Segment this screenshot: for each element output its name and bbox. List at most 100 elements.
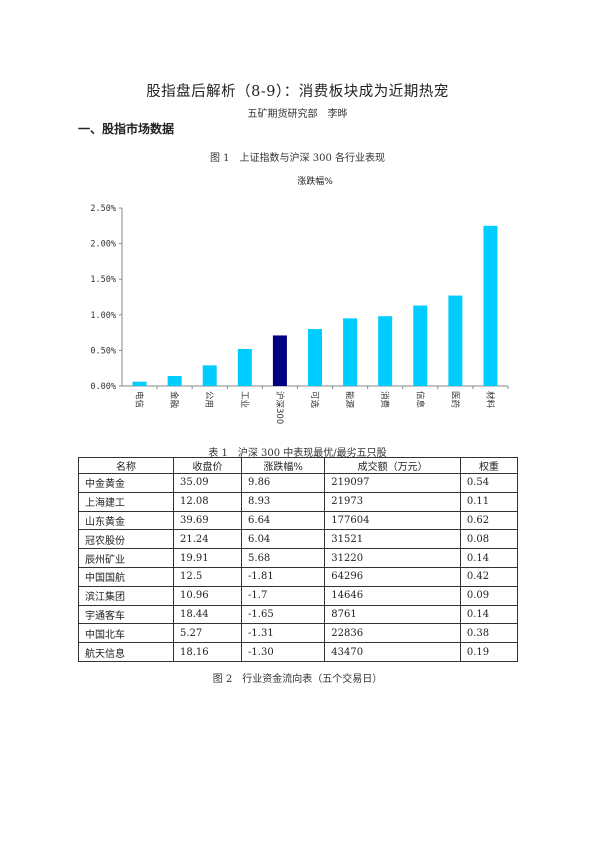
weight-cell: 0.62 bbox=[459, 510, 519, 531]
close-price-cell: 12.5 bbox=[172, 566, 243, 587]
x-tick-label: 电信 bbox=[134, 391, 145, 409]
weight-cell: 0.42 bbox=[459, 566, 519, 587]
change-pct-cell: -1.81 bbox=[241, 566, 326, 587]
y-tick-label: 2.50% bbox=[90, 204, 116, 214]
turnover-cell: 219097 bbox=[324, 473, 461, 493]
turnover-cell: 8761 bbox=[324, 604, 461, 625]
turnover-cell: 43470 bbox=[324, 642, 461, 662]
close-price-cell: 18.16 bbox=[172, 642, 243, 662]
change-pct-cell: 6.64 bbox=[241, 510, 326, 531]
y-tick-label: 0.50% bbox=[90, 346, 116, 356]
header-change: 涨跌幅% bbox=[241, 457, 326, 474]
table-row: 冠农股份 21.24 6.04 31521 0.08 bbox=[78, 529, 519, 550]
top-bottom-stocks-table: 名称 收盘价 涨跌幅% 成交额（万元） 权重 中金黄金 35.09 9.86 2190… bbox=[78, 457, 519, 662]
close-price-cell: 21.24 bbox=[172, 529, 243, 550]
change-pct-cell: -1.65 bbox=[241, 604, 326, 625]
x-tick-label: 信息 bbox=[414, 391, 425, 409]
stock-name-cell: 上海建工 bbox=[78, 491, 174, 512]
header-name: 名称 bbox=[78, 457, 174, 474]
x-tick-label: 金融 bbox=[169, 391, 180, 409]
weight-cell: 0.38 bbox=[459, 623, 519, 644]
change-pct-cell: -1.31 bbox=[241, 623, 326, 644]
stock-name-cell: 中国国航 bbox=[78, 566, 174, 587]
table-row: 中国北车 5.27 -1.31 22836 0.38 bbox=[78, 623, 519, 644]
close-price-cell: 12.08 bbox=[172, 491, 243, 512]
table1-caption: 表 1 沪深 300 中表现最优/最劣五只股 bbox=[208, 448, 387, 459]
turnover-cell: 31220 bbox=[324, 548, 461, 568]
x-tick-label: 可选 bbox=[309, 391, 320, 409]
x-tick-label: 工业 bbox=[239, 391, 250, 408]
x-tick-label: 公用 bbox=[204, 391, 214, 408]
table-row: 宇通客车 18.44 -1.65 8761 0.14 bbox=[78, 604, 519, 625]
x-tick-label: 医药 bbox=[449, 391, 460, 408]
close-price-cell: 18.44 bbox=[172, 604, 243, 625]
table-row: 山东黄金 39.69 6.64 177604 0.62 bbox=[78, 510, 519, 531]
weight-cell: 0.09 bbox=[459, 585, 519, 606]
turnover-cell: 22836 bbox=[324, 623, 461, 644]
close-price-cell: 35.09 bbox=[172, 473, 243, 493]
table-row: 上海建工 12.08 8.93 21973 0.11 bbox=[78, 491, 519, 512]
weight-cell: 0.08 bbox=[459, 529, 519, 550]
header-weight: 权重 bbox=[459, 457, 519, 474]
turnover-cell: 14646 bbox=[324, 585, 461, 606]
y-tick-label: 2.00% bbox=[90, 240, 116, 250]
stock-name-cell: 宇通客车 bbox=[78, 604, 174, 625]
bar-10 bbox=[483, 225, 498, 386]
stock-name-cell: 滨江集团 bbox=[78, 585, 174, 606]
bar-3 bbox=[237, 348, 252, 386]
close-price-cell: 5.27 bbox=[172, 623, 243, 644]
x-tick-label: 材料 bbox=[484, 391, 495, 409]
x-tick-label: 沪深300 bbox=[274, 391, 285, 424]
change-pct-cell: -1.7 bbox=[241, 585, 326, 606]
header-close: 收盘价 bbox=[172, 457, 243, 474]
change-pct-cell: -1.30 bbox=[241, 642, 326, 662]
table-row: 中国国航 12.5 -1.81 64296 0.42 bbox=[78, 566, 519, 587]
chart-svg: 涨跌幅% 0.00% 0.50% 1.00% 1.50% 2.00% 2.50% 电信 金融 公用… bbox=[90, 175, 509, 424]
bar-1 bbox=[167, 376, 182, 386]
bar-2 bbox=[202, 365, 217, 386]
figure1-caption: 图 1 上证指数与沪深 300 各行业表现 bbox=[210, 153, 385, 164]
stock-name-cell: 山东黄金 bbox=[78, 510, 174, 531]
weight-cell: 0.54 bbox=[459, 473, 519, 493]
close-price-cell: 19.91 bbox=[172, 548, 243, 568]
header-turnover: 成交额（万元） bbox=[324, 457, 461, 474]
bar-7 bbox=[378, 316, 393, 386]
turnover-cell: 31521 bbox=[324, 529, 461, 550]
bar-8 bbox=[413, 305, 428, 386]
document-author: 五矿期货研究部 李晔 bbox=[247, 109, 348, 120]
y-tick-label: 1.00% bbox=[90, 311, 116, 321]
turnover-cell: 21973 bbox=[324, 491, 461, 512]
turnover-cell: 64296 bbox=[324, 566, 461, 587]
weight-cell: 0.11 bbox=[459, 491, 519, 512]
change-pct-cell: 5.68 bbox=[241, 548, 326, 568]
table-row: 航天信息 18.16 -1.30 43470 0.19 bbox=[78, 642, 519, 662]
close-price-cell: 10.96 bbox=[172, 585, 243, 606]
bar-4 bbox=[272, 335, 287, 386]
weight-cell: 0.19 bbox=[459, 642, 519, 662]
industry-performance-chart: 涨跌幅% 0.00% 0.50% 1.00% 1.50% 2.00% 2.50% 电信 金融 公用… bbox=[80, 170, 520, 430]
figure2-caption: 图 2 行业资金流向表（五个交易日） bbox=[212, 674, 383, 685]
bar-9 bbox=[448, 295, 463, 386]
turnover-cell: 177604 bbox=[324, 510, 461, 531]
document-title: 股指盘后解析（8-9）：消费板块成为近期热宠 bbox=[146, 84, 449, 100]
stock-name-cell: 辰州矿业 bbox=[78, 548, 174, 568]
y-tick-label: 1.50% bbox=[90, 275, 116, 285]
weight-cell: 0.14 bbox=[459, 548, 519, 568]
table-row: 中金黄金 35.09 9.86 219097 0.54 bbox=[78, 473, 519, 493]
bar-0 bbox=[132, 381, 147, 386]
x-tick-label: 消费 bbox=[379, 391, 390, 409]
bar-5 bbox=[308, 329, 322, 386]
stock-name-cell: 中金黄金 bbox=[78, 473, 174, 493]
stock-name-cell: 冠农股份 bbox=[78, 529, 174, 550]
section-heading: 一、股指市场数据 bbox=[78, 122, 175, 136]
table-header-row: 名称 收盘价 涨跌幅% 成交额（万元） 权重 bbox=[78, 457, 519, 474]
change-pct-cell: 9.86 bbox=[241, 473, 326, 493]
table-row: 辰州矿业 19.91 5.68 31220 0.14 bbox=[78, 548, 519, 568]
chart-title: 涨跌幅% bbox=[297, 175, 333, 187]
change-pct-cell: 8.93 bbox=[241, 491, 326, 512]
stock-name-cell: 航天信息 bbox=[78, 642, 174, 662]
stock-name-cell: 中国北车 bbox=[78, 623, 174, 644]
y-tick-label: 0.00% bbox=[90, 382, 116, 392]
x-tick-label: 能源 bbox=[344, 391, 355, 409]
bar-6 bbox=[343, 318, 358, 386]
